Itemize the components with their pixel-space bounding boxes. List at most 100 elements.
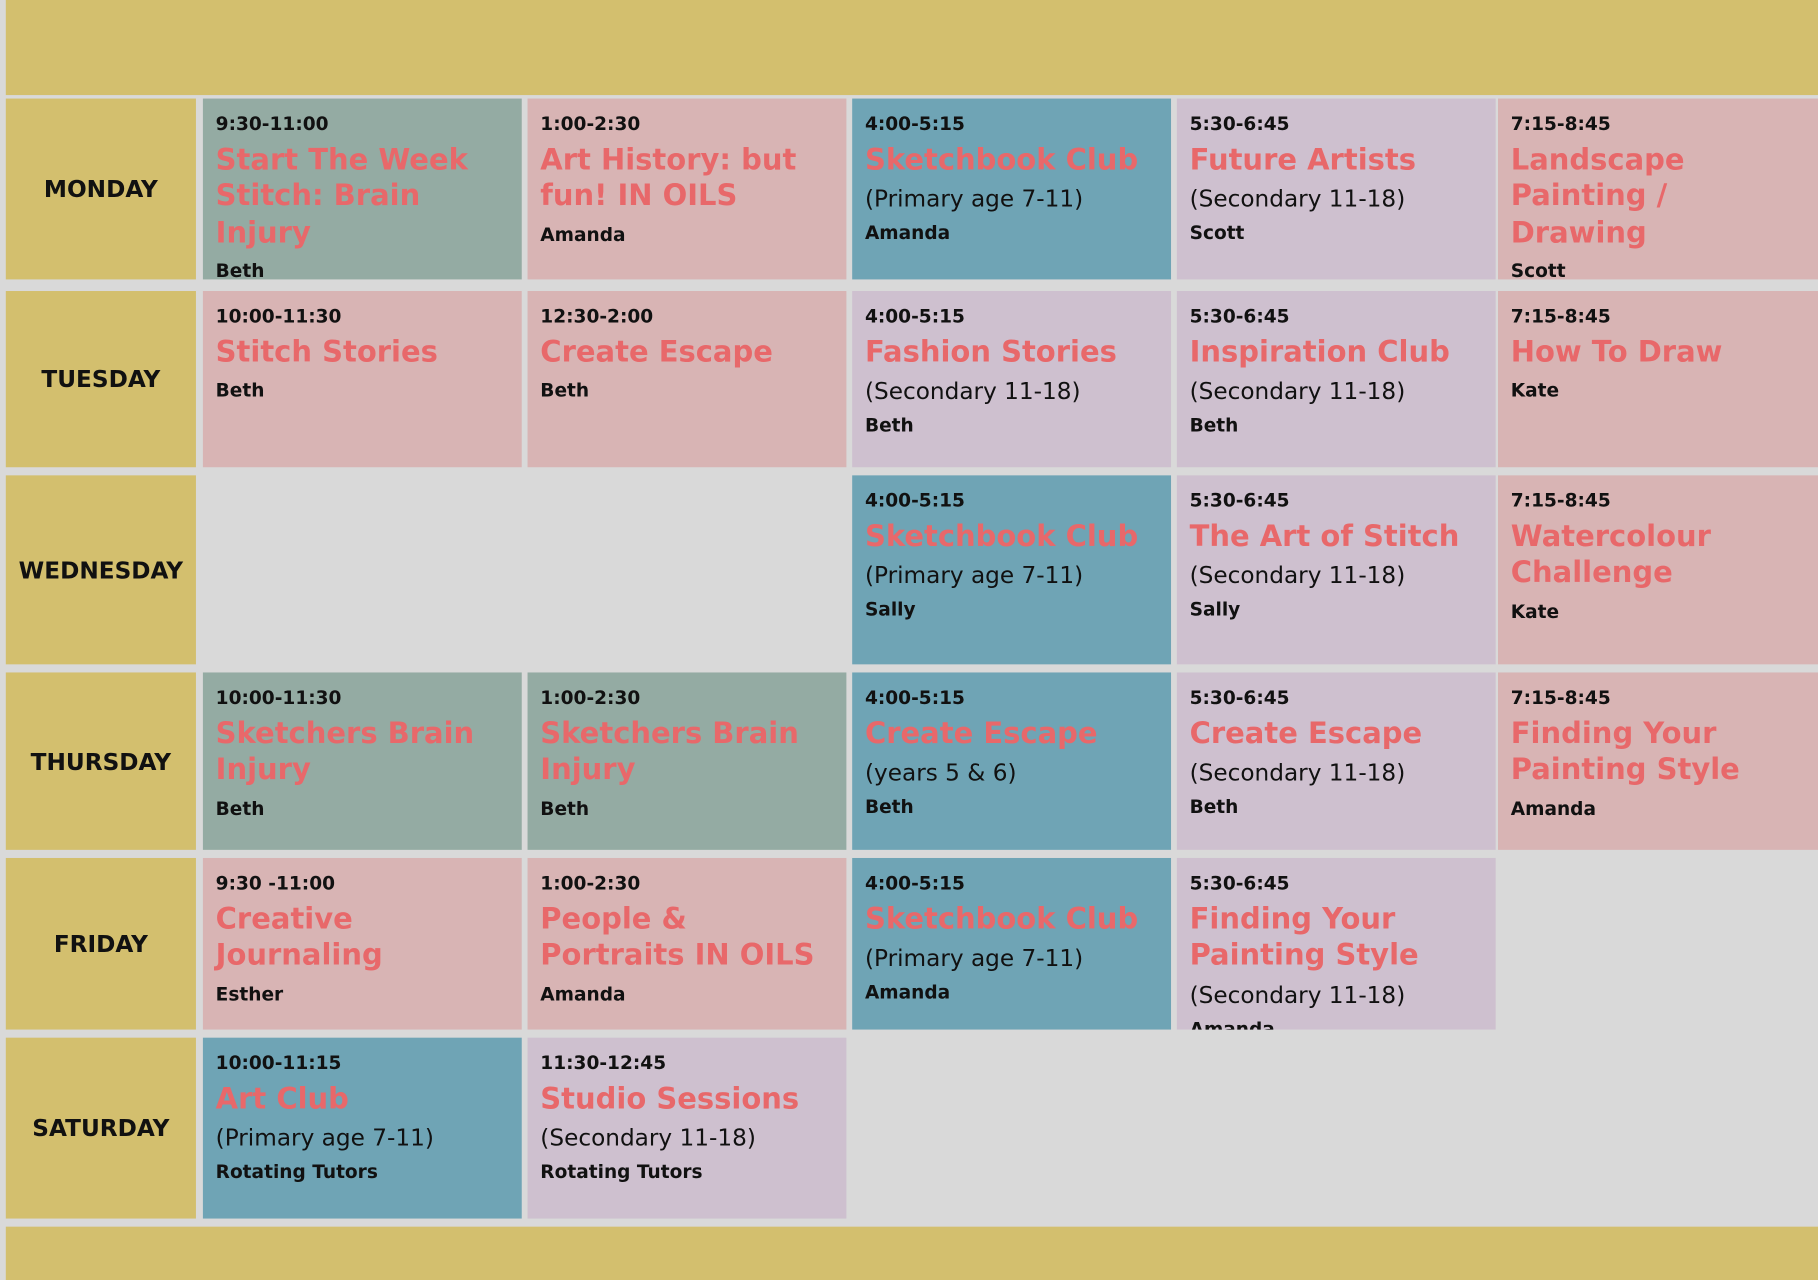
session-time: 1:00-2:30 (540, 686, 641, 709)
session-title: Sketchbook Club (864, 902, 1139, 936)
session-title: Art History: but fun! IN OILS (540, 142, 797, 213)
session-cell: 5:30-6:45 The Art of Stitch (Secondary 11-… (1176, 475, 1496, 665)
session-time: 9:30 -11:00 (215, 871, 336, 894)
session-tutor: Beth (864, 414, 914, 437)
session-cell: 1:00-2:30 People & Portraits IN OILS Amand… (527, 857, 847, 1030)
session-time: 12:30-2:00 (540, 304, 654, 327)
session-time: 5:30-6:45 (1189, 489, 1290, 512)
session-cell: 5:30-6:45 Finding Your Painting Style (Sec… (1176, 857, 1496, 1030)
session-time: 4:00-5:15 (864, 686, 965, 709)
session-tutor: Beth (540, 797, 590, 820)
session-subtitle: (Primary age 7-11) (864, 184, 1084, 213)
session-tutor: Beth (1189, 414, 1239, 437)
session-tutor: Scott (1189, 221, 1245, 244)
session-cell: 5:30-6:45 Inspiration Club (Secondary 11-1… (1176, 291, 1496, 468)
session-title: Sketchers Brain Injury (215, 716, 475, 787)
session-cell: 1:00-2:30 Art History: but fun! IN OILS Am… (527, 98, 847, 280)
header-band (5, 0, 1818, 96)
session-title: Fashion Stories (864, 335, 1117, 369)
session-time: 5:30-6:45 (1189, 686, 1290, 709)
session-subtitle: (Secondary 11-18) (1189, 980, 1406, 1009)
session-cell: 9:30 -11:00 Creative Journaling Esther (202, 857, 522, 1030)
session-title: Stitch Stories (215, 335, 438, 369)
session-tutor: Esther (215, 982, 284, 1005)
session-time: 5:30-6:45 (1189, 112, 1290, 135)
session-time: 9:30-11:00 (215, 112, 329, 135)
session-tutor: Beth (1189, 795, 1239, 818)
session-tutor: Sally (864, 598, 916, 621)
session-cell: 10:00-11:30 Sketchers Brain Injury Beth (202, 672, 522, 850)
session-tutor: Rotating Tutors (215, 1160, 378, 1183)
session-time: 10:00-11:15 (215, 1051, 342, 1074)
session-subtitle: (Primary age 7-11) (864, 944, 1084, 972)
session-cell: 10:00-11:30 Stitch Stories Beth (202, 291, 522, 468)
session-title: Watercolour Challenge (1510, 519, 1711, 590)
session-tutor: Kate (1510, 599, 1560, 623)
session-time: 4:00-5:15 (864, 871, 965, 894)
session-time: 11:30-12:45 (540, 1051, 667, 1074)
session-title: The Art of Stitch (1189, 519, 1460, 554)
session-title: Finding Your Painting Style (1189, 902, 1419, 972)
session-cell: 7:15-8:45 Watercolour Challenge Kate (1497, 475, 1818, 665)
session-time: 1:00-2:30 (540, 871, 641, 894)
session-cell: 4:00-5:15 Sketchbook Club (Primary age 7-1… (852, 98, 1172, 280)
day-label: FRIDAY (5, 857, 196, 1030)
session-cell: 10:00-11:15 Art Club (Primary age 7-11) Rot… (202, 1037, 522, 1219)
session-time: 7:15-8:45 (1510, 112, 1611, 135)
session-cell: 7:15-8:45 Landscape Painting / Drawing Sco… (1497, 98, 1818, 280)
session-tutor: Amanda (540, 223, 626, 246)
session-title: Future Artists (1189, 142, 1417, 177)
session-time: 5:30-6:45 (1189, 304, 1290, 327)
session-title: Inspiration Club (1189, 335, 1450, 369)
session-title: Create Escape (1189, 716, 1423, 751)
session-tutor: Amanda (864, 221, 951, 244)
session-cell: 1:00-2:30 Sketchers Brain Injury Beth (527, 672, 847, 850)
session-tutor: Beth (215, 797, 265, 820)
session-tutor: Amanda (864, 981, 951, 1004)
session-title: Studio Sessions (540, 1081, 800, 1116)
session-title: How To Draw (1510, 335, 1723, 369)
session-cell: 4:00-5:15 Sketchbook Club (Primary age 7-1… (852, 857, 1172, 1030)
session-subtitle: (Primary age 7-11) (864, 561, 1084, 590)
session-tutor: Beth (215, 259, 265, 280)
session-title: Sketchers Brain Injury (540, 716, 799, 787)
session-subtitle: (Primary age 7-11) (215, 1123, 434, 1152)
session-time: 7:15-8:45 (1510, 489, 1611, 512)
session-time: 7:15-8:45 (1510, 304, 1611, 327)
session-time: 4:00-5:15 (864, 112, 965, 135)
session-tutor: Scott (1510, 259, 1566, 280)
session-subtitle: (Secondary 11-18) (540, 1123, 756, 1152)
session-title: Creative Journaling (215, 902, 383, 972)
session-tutor: Beth (540, 379, 590, 402)
session-title: Sketchbook Club (864, 142, 1139, 177)
session-tutor: Beth (215, 379, 265, 402)
session-cell: 9:30-11:00 Start The Week Stitch: Brain I… (202, 98, 522, 280)
session-title: Sketchbook Club (864, 519, 1139, 554)
session-subtitle: (years 5 & 6) (864, 758, 1017, 787)
session-cell: 7:15-8:45 How To Draw Kate (1497, 291, 1818, 468)
session-cell: 7:15-8:45 Finding Your Painting Style Aman… (1497, 672, 1818, 850)
footer-band (5, 1226, 1818, 1280)
session-cell: 5:30-6:45 Create Escape (Secondary 11-18) B… (1176, 672, 1496, 850)
session-time: 5:30-6:45 (1189, 871, 1290, 894)
session-time: 4:00-5:15 (864, 489, 965, 512)
session-title: Art Club (215, 1081, 349, 1116)
session-tutor: Beth (864, 795, 914, 818)
session-time: 10:00-11:30 (215, 686, 342, 709)
session-tutor: Amanda (540, 982, 626, 1005)
day-label: MONDAY (5, 98, 196, 280)
day-label: WEDNESDAY (5, 475, 196, 665)
day-label: THURSDAY (5, 672, 196, 850)
session-time: 4:00-5:15 (864, 304, 965, 327)
session-time: 7:15-8:45 (1510, 686, 1611, 709)
session-time: 1:00-2:30 (540, 112, 641, 135)
day-label: SATURDAY (5, 1037, 196, 1219)
session-subtitle: (Secondary 11-18) (864, 377, 1081, 405)
session-title: Start The Week Stitch: Brain Injury (215, 142, 468, 249)
session-subtitle: (Secondary 11-18) (1189, 561, 1406, 590)
session-cell: 5:30-6:45 Future Artists (Secondary 11-18)… (1176, 98, 1496, 280)
session-tutor: Amanda (1189, 1017, 1275, 1030)
session-title: Finding Your Painting Style (1510, 716, 1740, 787)
